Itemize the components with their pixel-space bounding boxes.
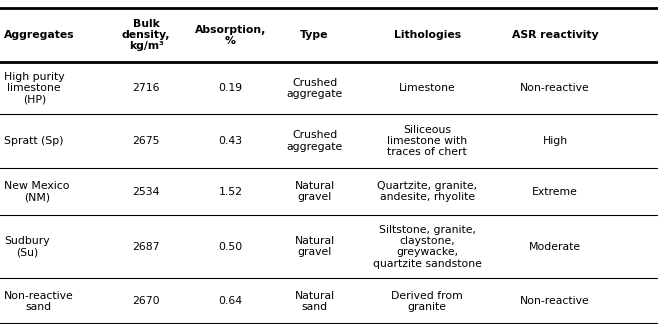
Text: Sudbury
(Su): Sudbury (Su) (4, 236, 49, 258)
Text: Absorption,
%: Absorption, % (195, 25, 266, 46)
Text: Bulk
density,
kg/m³: Bulk density, kg/m³ (122, 19, 170, 52)
Text: Non-reactive: Non-reactive (520, 83, 590, 93)
Text: Natural
gravel: Natural gravel (295, 236, 334, 258)
Text: 2687: 2687 (132, 242, 160, 252)
Text: Moderate: Moderate (529, 242, 581, 252)
Text: 0.19: 0.19 (218, 83, 242, 93)
Text: 2534: 2534 (132, 187, 160, 197)
Text: Lithologies: Lithologies (393, 30, 461, 40)
Text: Natural
gravel: Natural gravel (295, 181, 334, 202)
Text: Type: Type (300, 30, 329, 40)
Text: Extreme: Extreme (532, 187, 578, 197)
Text: ASR reactivity: ASR reactivity (512, 30, 598, 40)
Text: 2670: 2670 (132, 296, 160, 306)
Text: 2716: 2716 (132, 83, 160, 93)
Text: Quartzite, granite,
andesite, rhyolite: Quartzite, granite, andesite, rhyolite (377, 181, 478, 202)
Text: Non-reactive: Non-reactive (520, 296, 590, 306)
Text: Spratt (Sp): Spratt (Sp) (4, 136, 63, 146)
Text: Crushed
aggregate: Crushed aggregate (286, 77, 343, 99)
Text: 0.50: 0.50 (218, 242, 242, 252)
Text: Siliceous
limestone with
traces of chert: Siliceous limestone with traces of chert (388, 125, 467, 157)
Text: Aggregates: Aggregates (4, 30, 74, 40)
Text: High: High (542, 136, 568, 146)
Text: High purity
limestone
(HP): High purity limestone (HP) (4, 72, 64, 104)
Text: Limestone: Limestone (399, 83, 456, 93)
Text: 2675: 2675 (132, 136, 160, 146)
Text: Crushed
aggregate: Crushed aggregate (286, 131, 343, 152)
Text: 1.52: 1.52 (218, 187, 242, 197)
Text: Non-reactive
sand: Non-reactive sand (4, 291, 74, 312)
Text: New Mexico
(NM): New Mexico (NM) (4, 181, 70, 202)
Text: 0.43: 0.43 (218, 136, 242, 146)
Text: Siltstone, granite,
claystone,
greywacke,
quartzite sandstone: Siltstone, granite, claystone, greywacke… (373, 225, 482, 269)
Text: Derived from
granite: Derived from granite (392, 291, 463, 312)
Text: Natural
sand: Natural sand (295, 291, 334, 312)
Text: 0.64: 0.64 (218, 296, 242, 306)
